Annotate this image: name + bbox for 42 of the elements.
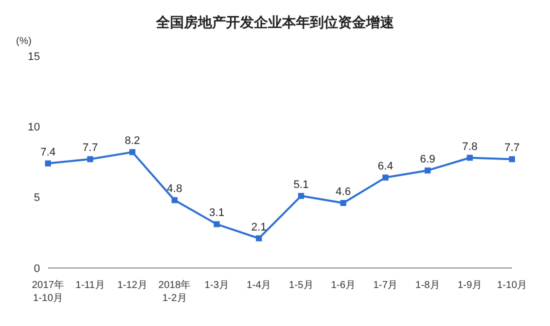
y-tick-label: 10	[28, 122, 40, 134]
point	[87, 156, 94, 162]
point	[214, 221, 220, 228]
point	[298, 192, 304, 199]
x-tick-label: 1-4月	[246, 280, 272, 291]
point	[172, 197, 178, 204]
x-tick-label: 1-8月	[415, 280, 440, 291]
data-label: 8.2	[124, 135, 140, 148]
data-label: 6.9	[420, 153, 436, 166]
point	[129, 149, 136, 156]
data-label: 7.7	[82, 142, 98, 154]
x-tick-label: 1-5月	[288, 280, 314, 291]
x-tick-label: 1-10月	[496, 280, 528, 291]
x-tick-label: 1-12月	[117, 280, 148, 291]
chart-title: 全国房地产开发企业本年到位资金增速	[155, 14, 395, 32]
x-tick-label: 1-7月	[373, 280, 398, 291]
data-label: 7.4	[40, 146, 56, 158]
point	[382, 174, 388, 181]
point	[45, 160, 51, 166]
point	[424, 167, 431, 174]
y-tick-label: 0	[34, 262, 40, 275]
y-axis-title: (%)	[16, 36, 32, 47]
data-label: 4.6	[336, 186, 351, 198]
data-label: 7.8	[462, 140, 478, 153]
point	[509, 156, 515, 162]
point	[466, 154, 473, 161]
x-tick-label: 1-6月	[331, 280, 356, 291]
y-tick-label: 5	[34, 192, 40, 204]
y-tick-label: 15	[28, 50, 40, 63]
x-tick-label: 2018年 1-2月	[158, 279, 191, 304]
data-label: 3.1	[209, 207, 224, 220]
data-label: 5.1	[293, 178, 309, 191]
data-label: 2.1	[251, 221, 267, 234]
data-label: 6.4	[378, 160, 394, 173]
x-tick-label: 1-9月	[458, 280, 482, 291]
data-label: 7.7	[504, 142, 520, 154]
point	[256, 235, 262, 242]
x-tick-label: 1-3月	[204, 280, 229, 291]
point	[340, 200, 346, 206]
data-label: 4.8	[166, 183, 182, 196]
x-tick-label: 1-11月	[76, 280, 105, 291]
x-tick-label: 2017年 1-10月	[32, 279, 64, 304]
